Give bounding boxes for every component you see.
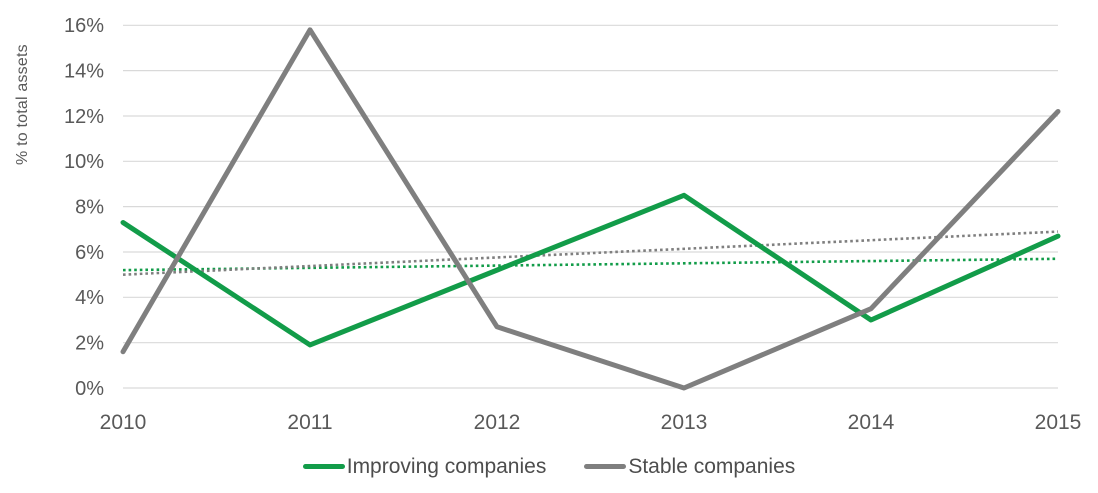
trendline: [122, 230, 1059, 276]
legend-marker-improving-line: [302, 463, 345, 469]
series-lines: [120, 27, 1061, 391]
x-tick-label: 2012: [474, 411, 521, 434]
y-tick-label: 2%: [75, 332, 104, 354]
x-tick-label: 2011: [287, 411, 332, 434]
legend-label-stable: Stable companies: [628, 454, 796, 478]
legend-label-improving: Improving companies: [346, 454, 547, 478]
x-axis-tick-labels: 2010 2011 2012 2013 2014 2015: [100, 411, 1082, 434]
legend-item-improving: Improving companies: [302, 454, 547, 478]
legend-item-stable: Stable companies: [584, 456, 795, 477]
y-tick-label: 6%: [75, 242, 104, 264]
x-tick-label: 2013: [661, 411, 708, 434]
gridlines: [123, 24, 1058, 389]
y-tick-label: 14%: [64, 60, 104, 82]
x-tick-label: 2010: [100, 411, 147, 434]
y-tick-label: 16%: [64, 15, 104, 37]
y-tick-label: 10%: [64, 151, 104, 173]
y-tick-label: 8%: [75, 196, 104, 218]
trendline: [122, 257, 1059, 272]
y-axis-tick-labels: 0% 2% 4% 6% 8% 10% 12% 14% 16%: [64, 15, 104, 400]
x-tick-label: 2014: [848, 411, 895, 434]
legend-marker-stable-line: [584, 463, 627, 469]
y-tick-label: 0%: [75, 378, 104, 400]
y-tick-label: 12%: [64, 106, 104, 128]
series-line: [120, 27, 1061, 391]
series-line: [120, 192, 1061, 348]
trendlines: [122, 230, 1059, 276]
x-tick-label: 2015: [1035, 411, 1082, 434]
y-axis-title: % to total assets: [14, 44, 31, 165]
y-tick-label: 4%: [75, 287, 104, 309]
legend: Improving companies Stable companies: [0, 450, 1098, 482]
